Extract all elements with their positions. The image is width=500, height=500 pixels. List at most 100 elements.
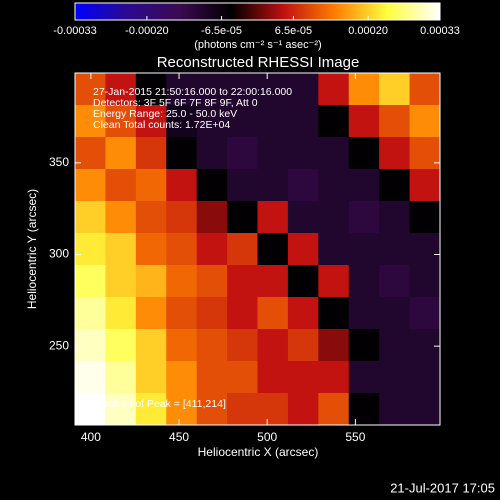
heatmap-cell (105, 329, 137, 362)
heatmap-cell (166, 105, 198, 138)
heatmap-cell (135, 393, 167, 426)
heatmap-cell (409, 361, 441, 394)
heatmap-cell (348, 297, 380, 330)
x-tick-label: 450 (169, 430, 189, 444)
heatmap-cell (379, 329, 411, 362)
heatmap-cell (196, 393, 228, 426)
heatmap-cell (257, 137, 289, 170)
x-tick-label: 400 (81, 430, 101, 444)
heatmap-cell (135, 73, 167, 106)
heatmap-cell (227, 329, 258, 362)
heatmap-cell (379, 73, 411, 106)
heatmap-cell (75, 265, 106, 298)
heatmap-cell (227, 297, 258, 330)
heatmap-cell (318, 201, 350, 234)
heatmap-cell (348, 361, 380, 394)
heatmap-cell (196, 361, 228, 394)
heatmap-cell (409, 169, 441, 202)
heatmap-cell (227, 233, 258, 266)
heatmap-cell (105, 297, 137, 330)
heatmap-cell (196, 201, 228, 234)
heatmap-cell (348, 169, 380, 202)
heatmap-cell (196, 265, 228, 298)
heatmap-cell (135, 329, 167, 362)
heatmap-cell (166, 265, 198, 298)
heatmap-cell (75, 329, 106, 362)
heatmap-cell (348, 265, 380, 298)
heatmap-cell (105, 137, 137, 170)
heatmap-cell (318, 137, 350, 170)
peak-label: Position of Peak = [411,214] (95, 398, 226, 410)
colorbar-tick-label: -0.00033 (53, 25, 96, 37)
heatmap-cell (409, 393, 441, 426)
y-tick-label: 300 (49, 247, 69, 261)
heatmap-cell (257, 169, 289, 202)
heatmap-cell (196, 105, 228, 138)
heatmap-cell (135, 297, 167, 330)
colorbar-tick-label: -6.5e-05 (201, 25, 242, 37)
heatmap-cell (227, 201, 258, 234)
heatmap-cell (166, 233, 198, 266)
heatmap-cell (379, 105, 411, 138)
heatmap-cell (75, 169, 106, 202)
x-tick-label: 500 (257, 430, 277, 444)
y-tick-label: 350 (49, 155, 69, 169)
y-tick-label: 250 (49, 338, 69, 352)
heatmap-cell (257, 361, 289, 394)
heatmap-cell (227, 169, 258, 202)
heatmap-cell (166, 297, 198, 330)
heatmap-cell (409, 265, 441, 298)
heatmap-cell (318, 361, 350, 394)
heatmap-cell (105, 169, 137, 202)
heatmap-cell (348, 393, 380, 426)
heatmap-cell (166, 201, 198, 234)
heatmap-cell (227, 393, 258, 426)
heatmap-cell (227, 265, 258, 298)
heatmap-cell (257, 393, 289, 426)
heatmap-cell (135, 265, 167, 298)
heatmap-cell (105, 265, 137, 298)
heatmap-cell (287, 361, 319, 394)
annotation: 27-Jan-2015 21:50:16.000 to 22:00:16.000 (93, 86, 292, 98)
plot-frame (74, 72, 441, 426)
heatmap-cell (75, 233, 106, 266)
heatmap-cell (318, 329, 350, 362)
heatmap-cell (379, 361, 411, 394)
heatmap-cell (287, 137, 319, 170)
heatmap-cell (135, 233, 167, 266)
heatmap-cell (227, 105, 258, 138)
heatmap-cell (105, 201, 137, 234)
heatmap-cell (75, 297, 106, 330)
heatmap-cell (196, 137, 228, 170)
heatmap-cell (287, 265, 319, 298)
heatmap-cell (166, 73, 198, 106)
heatmap-cell (135, 105, 167, 138)
heatmap-cell (348, 73, 380, 106)
heatmap-cell (196, 169, 228, 202)
colorbar (74, 2, 441, 21)
heatmap-cell (379, 393, 411, 426)
colorbar-tick-label: 6.5e-05 (275, 25, 312, 37)
heatmap-cell (287, 233, 319, 266)
heatmap-cell (287, 297, 319, 330)
heatmap-cell (135, 169, 167, 202)
heatmap-cell (409, 233, 441, 266)
heatmap-cell (166, 137, 198, 170)
heatmap-cell (379, 169, 411, 202)
heatmap-cell (318, 233, 350, 266)
heatmap-cell (227, 361, 258, 394)
heatmap-cell (227, 137, 258, 170)
heatmap-cell (409, 297, 441, 330)
heatmap-cell (166, 329, 198, 362)
heatmap-cell (75, 105, 106, 138)
x-tick-label: 550 (345, 430, 365, 444)
heatmap-cell (318, 73, 350, 106)
y-axis-label: Heliocentric Y (arcsec) (25, 189, 39, 309)
heatmap-cell (409, 137, 441, 170)
heatmap-cell (257, 73, 289, 106)
heatmap-cell (135, 361, 167, 394)
heatmap-cell (135, 137, 167, 170)
heatmap-cell (379, 137, 411, 170)
colorbar-tick-label: 0.00033 (420, 25, 460, 37)
